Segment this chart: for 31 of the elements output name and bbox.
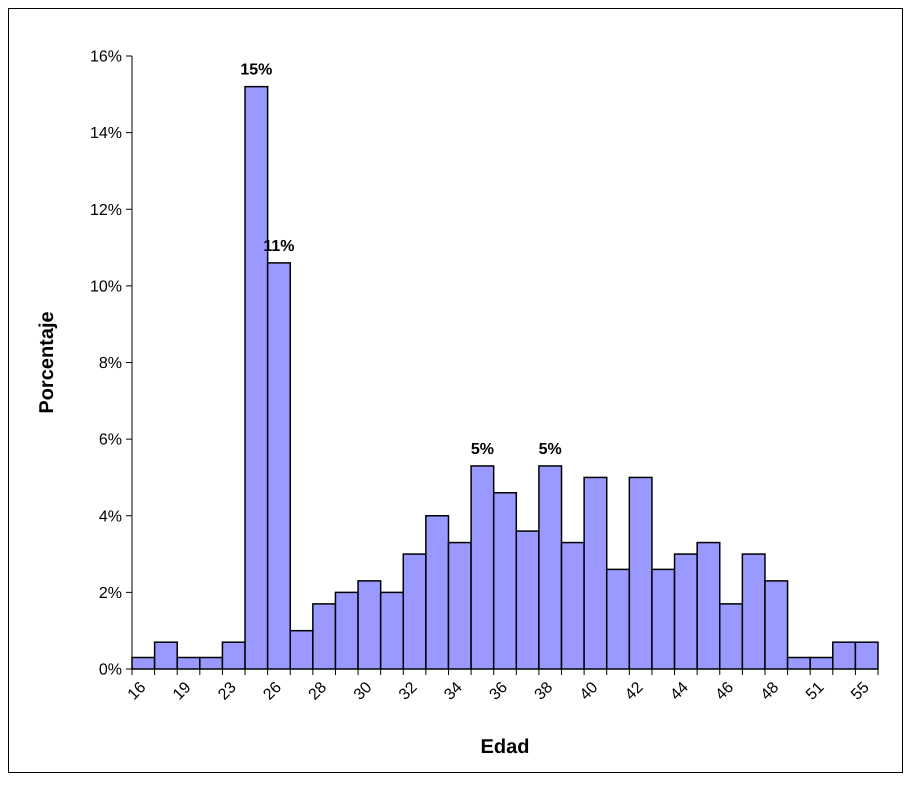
y-axis-title: Porcentaje [36, 311, 58, 414]
x-tick-label: 38 [532, 678, 556, 704]
x-axis-title: Edad [480, 736, 530, 758]
y-tick-label: 6% [98, 432, 122, 449]
x-tick-label: 51 [802, 678, 828, 704]
x-tick-label: 36 [486, 678, 512, 704]
y-tick-label: 14% [90, 125, 122, 142]
x-tick-label: 46 [712, 678, 738, 704]
x-tick-label: 28 [306, 678, 330, 704]
y-tick-label: 4% [98, 508, 122, 526]
data-label: 5% [470, 440, 494, 458]
y-tick-label: 16% [90, 48, 122, 66]
x-tick-label: 40 [576, 678, 602, 704]
y-tick-label: 10% [90, 278, 122, 296]
x-tick-label: 30 [350, 678, 376, 704]
y-tick-label: 0% [98, 662, 122, 679]
data-label: 5% [538, 440, 562, 458]
x-tick-label: 48 [758, 678, 782, 704]
x-tick-label: 26 [260, 678, 286, 704]
x-tick-label: 55 [848, 678, 873, 704]
x-tick-label: 34 [441, 678, 466, 704]
y-tick-label: 12% [90, 202, 122, 219]
y-tick-label: 8% [98, 355, 122, 372]
x-tick-label: 42 [622, 678, 647, 704]
x-tick-label: 32 [396, 678, 421, 704]
x-tick-label: 44 [667, 678, 692, 704]
y-tick-label: 2% [98, 584, 122, 602]
x-tick-label: 23 [215, 678, 240, 704]
x-tick-label: 16 [124, 678, 150, 704]
x-tick-label: 19 [170, 678, 195, 704]
data-label: 15% [240, 62, 272, 79]
